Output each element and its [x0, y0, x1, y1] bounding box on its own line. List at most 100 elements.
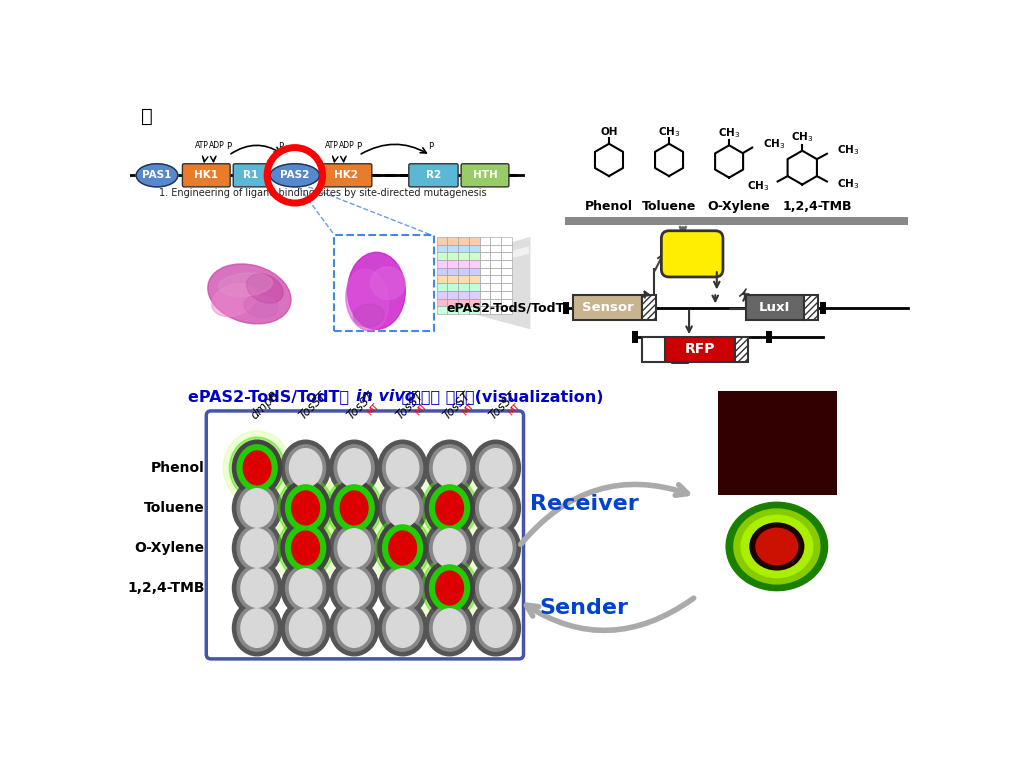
- Bar: [490, 245, 500, 253]
- Ellipse shape: [236, 445, 277, 491]
- Bar: [447, 245, 458, 253]
- Ellipse shape: [334, 525, 374, 571]
- FancyArrowPatch shape: [712, 295, 717, 301]
- Text: CH$_3$: CH$_3$: [746, 179, 768, 193]
- Text: Sender: Sender: [539, 598, 629, 618]
- Ellipse shape: [236, 525, 277, 571]
- Ellipse shape: [416, 551, 483, 625]
- Bar: [632, 331, 638, 343]
- Ellipse shape: [326, 477, 381, 539]
- Bar: [500, 268, 512, 276]
- Ellipse shape: [471, 561, 520, 616]
- FancyArrowPatch shape: [520, 485, 687, 545]
- Text: P: P: [356, 142, 361, 151]
- Ellipse shape: [271, 471, 339, 545]
- Ellipse shape: [479, 569, 512, 607]
- Text: dmpR: dmpR: [248, 388, 281, 422]
- Ellipse shape: [433, 528, 466, 568]
- Text: TosST: TosST: [297, 389, 329, 422]
- Text: TosST: TosST: [344, 389, 377, 422]
- Ellipse shape: [320, 471, 387, 545]
- Text: ⌽: ⌽: [141, 108, 153, 126]
- Ellipse shape: [429, 485, 469, 531]
- Bar: [479, 283, 490, 291]
- Ellipse shape: [479, 528, 512, 568]
- Bar: [447, 306, 458, 314]
- Ellipse shape: [337, 569, 370, 607]
- Polygon shape: [453, 247, 529, 273]
- Ellipse shape: [232, 601, 281, 656]
- Bar: [458, 268, 469, 276]
- Text: ADP: ADP: [209, 141, 225, 150]
- Bar: [479, 268, 490, 276]
- Bar: [479, 245, 490, 253]
- Ellipse shape: [475, 565, 516, 611]
- Ellipse shape: [471, 520, 520, 576]
- Ellipse shape: [337, 449, 370, 487]
- Text: TosST: TosST: [486, 389, 519, 422]
- Ellipse shape: [382, 525, 422, 571]
- Ellipse shape: [388, 531, 416, 565]
- Bar: [436, 245, 447, 253]
- Ellipse shape: [329, 561, 378, 616]
- FancyArrowPatch shape: [210, 156, 216, 162]
- FancyArrowPatch shape: [332, 156, 337, 162]
- Text: PAS2: PAS2: [280, 170, 309, 180]
- Ellipse shape: [218, 273, 272, 296]
- Ellipse shape: [236, 605, 277, 651]
- Ellipse shape: [386, 569, 419, 607]
- Ellipse shape: [386, 488, 419, 527]
- Ellipse shape: [429, 525, 469, 571]
- Ellipse shape: [429, 445, 469, 491]
- Text: ePAS2-TodS/TodT: ePAS2-TodS/TodT: [445, 301, 564, 314]
- Ellipse shape: [280, 440, 330, 495]
- Bar: [436, 283, 447, 291]
- Ellipse shape: [475, 485, 516, 531]
- FancyBboxPatch shape: [182, 164, 230, 187]
- FancyBboxPatch shape: [233, 164, 267, 187]
- Bar: [447, 253, 458, 260]
- Ellipse shape: [375, 517, 430, 579]
- Text: MT: MT: [505, 402, 522, 417]
- Ellipse shape: [741, 515, 812, 578]
- Ellipse shape: [232, 520, 281, 576]
- Ellipse shape: [240, 569, 273, 607]
- FancyArrowPatch shape: [686, 310, 691, 332]
- Text: O-Xylene: O-Xylene: [135, 541, 205, 555]
- Bar: [469, 276, 479, 283]
- Bar: [500, 253, 512, 260]
- Ellipse shape: [382, 565, 422, 611]
- Text: ATP: ATP: [324, 141, 338, 150]
- Ellipse shape: [236, 565, 277, 611]
- Ellipse shape: [386, 609, 419, 647]
- Bar: [458, 253, 469, 260]
- FancyArrowPatch shape: [713, 272, 718, 287]
- Bar: [490, 306, 500, 314]
- Bar: [479, 299, 490, 306]
- Bar: [490, 268, 500, 276]
- Bar: [458, 299, 469, 306]
- Ellipse shape: [240, 528, 273, 568]
- Bar: [436, 291, 447, 299]
- Ellipse shape: [289, 449, 321, 487]
- Bar: [458, 260, 469, 268]
- Bar: [479, 306, 490, 314]
- Ellipse shape: [212, 283, 256, 316]
- Bar: [490, 253, 500, 260]
- Bar: [479, 260, 490, 268]
- Text: P: P: [277, 142, 282, 151]
- Ellipse shape: [280, 520, 330, 576]
- Bar: [500, 306, 512, 314]
- Text: 1,2,4-TMB: 1,2,4-TMB: [127, 581, 205, 595]
- Text: O-Xylene: O-Xylene: [706, 200, 769, 213]
- Ellipse shape: [329, 480, 378, 536]
- Ellipse shape: [285, 445, 325, 491]
- Ellipse shape: [347, 253, 405, 329]
- Bar: [436, 253, 447, 260]
- Text: 1. Engineering of ligand binding sites by site-directed mutagenesis: 1. Engineering of ligand binding sites b…: [159, 188, 486, 198]
- FancyArrowPatch shape: [230, 145, 280, 154]
- FancyArrowPatch shape: [739, 289, 748, 298]
- Bar: [490, 299, 500, 306]
- Bar: [469, 291, 479, 299]
- Ellipse shape: [435, 571, 463, 605]
